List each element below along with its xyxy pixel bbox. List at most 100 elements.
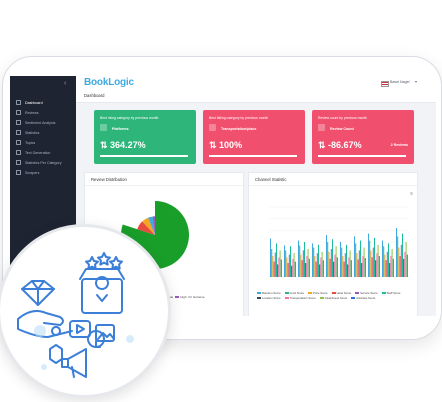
bar[interactable] xyxy=(362,256,364,277)
sidebar-item[interactable]: Statistics xyxy=(10,128,76,137)
bar[interactable] xyxy=(354,236,355,277)
bar[interactable] xyxy=(299,245,301,278)
bar[interactable] xyxy=(329,258,331,277)
bar[interactable] xyxy=(388,243,389,277)
bar[interactable] xyxy=(371,257,373,277)
pie-slice[interactable] xyxy=(152,216,155,235)
legend-item[interactable]: Activities Score xyxy=(351,296,375,300)
bar[interactable] xyxy=(364,258,366,277)
sidebar-item[interactable]: Topics xyxy=(10,138,76,147)
bar[interactable] xyxy=(280,259,282,278)
legend-item[interactable]: Staff Score xyxy=(381,291,400,295)
bar[interactable] xyxy=(349,250,351,277)
bar[interactable] xyxy=(318,244,319,277)
bar[interactable] xyxy=(391,249,393,277)
legend-item[interactable]: Food Score xyxy=(284,291,304,295)
legend-item[interactable]: Hotel Score xyxy=(331,291,351,295)
bar[interactable] xyxy=(306,256,308,277)
legend-item[interactable]: Cleanliness Score xyxy=(319,296,347,300)
bar[interactable] xyxy=(384,254,386,277)
bar[interactable] xyxy=(335,246,337,277)
legend-item[interactable]: Price Score xyxy=(308,291,328,295)
menu-icon[interactable]: ≡ xyxy=(410,191,413,197)
bar[interactable] xyxy=(305,263,307,277)
bar[interactable] xyxy=(355,243,357,277)
sidebar-item[interactable]: Scrapers xyxy=(10,168,76,177)
bar[interactable] xyxy=(346,244,347,277)
bar[interactable] xyxy=(343,261,345,277)
bar[interactable] xyxy=(316,253,318,277)
bar[interactable] xyxy=(274,252,276,278)
bar[interactable] xyxy=(302,250,304,277)
bar[interactable] xyxy=(402,233,403,277)
chevron-down-icon[interactable]: ▾ xyxy=(415,79,418,84)
bar[interactable] xyxy=(370,250,372,277)
bar[interactable] xyxy=(397,236,399,277)
bar[interactable] xyxy=(307,249,309,277)
bar[interactable] xyxy=(405,242,407,277)
bar[interactable] xyxy=(285,250,287,277)
bar[interactable] xyxy=(320,257,322,277)
bar[interactable] xyxy=(271,249,273,277)
bar[interactable] xyxy=(368,233,369,277)
bar[interactable] xyxy=(286,257,288,277)
bar[interactable] xyxy=(277,264,279,277)
bar[interactable] xyxy=(383,246,385,277)
bar[interactable] xyxy=(319,264,321,277)
legend-item[interactable]: Location Score xyxy=(257,296,281,300)
bar[interactable] xyxy=(279,250,281,277)
bar[interactable] xyxy=(315,261,317,277)
bar[interactable] xyxy=(342,256,344,277)
sidebar-item[interactable]: Sentiment Analysis xyxy=(10,118,76,127)
bar[interactable] xyxy=(404,251,406,277)
bar[interactable] xyxy=(287,263,289,277)
bar[interactable] xyxy=(356,253,358,277)
sidebar-item[interactable]: Statistics Per Category xyxy=(10,158,76,167)
pie-slice[interactable] xyxy=(137,221,155,235)
bar[interactable] xyxy=(340,242,341,277)
bar[interactable] xyxy=(377,244,379,277)
bar[interactable] xyxy=(363,247,365,277)
bar[interactable] xyxy=(327,242,329,277)
bar[interactable] xyxy=(357,259,359,278)
pie-slice[interactable] xyxy=(142,217,155,235)
bar[interactable] xyxy=(272,256,274,277)
bar[interactable] xyxy=(341,247,343,277)
bar[interactable] xyxy=(398,247,400,277)
bar[interactable] xyxy=(358,250,360,277)
bar[interactable] xyxy=(374,237,375,277)
bar[interactable] xyxy=(400,244,402,277)
bar[interactable] xyxy=(350,260,352,277)
bar[interactable] xyxy=(334,254,336,277)
bar[interactable] xyxy=(389,263,391,277)
sidebar-item[interactable]: Reviews xyxy=(10,108,76,117)
bar[interactable] xyxy=(298,240,299,277)
bar[interactable] xyxy=(360,240,361,277)
bar[interactable] xyxy=(332,239,333,277)
bar[interactable] xyxy=(322,260,324,277)
bar[interactable] xyxy=(304,242,305,277)
bar[interactable] xyxy=(294,261,296,277)
bar[interactable] xyxy=(344,253,346,277)
bar[interactable] xyxy=(301,260,303,277)
pie-slice[interactable] xyxy=(148,216,155,235)
bar[interactable] xyxy=(399,256,401,277)
bar[interactable] xyxy=(369,240,371,277)
bar[interactable] xyxy=(278,257,280,277)
bar[interactable] xyxy=(382,240,383,277)
flag-icon[interactable] xyxy=(381,81,389,87)
sidebar-item[interactable]: Dashboard xyxy=(10,98,76,107)
bar[interactable] xyxy=(378,256,380,277)
bar[interactable] xyxy=(314,256,316,277)
bar[interactable] xyxy=(372,247,374,277)
bar[interactable] xyxy=(293,253,295,277)
bar[interactable] xyxy=(403,258,405,277)
bar[interactable] xyxy=(273,261,275,277)
bar[interactable] xyxy=(312,243,313,277)
bar[interactable] xyxy=(276,243,277,277)
bar[interactable] xyxy=(300,254,302,277)
bar[interactable] xyxy=(386,251,388,277)
bar[interactable] xyxy=(328,251,330,277)
bar[interactable] xyxy=(361,263,363,277)
bar[interactable] xyxy=(375,260,377,277)
